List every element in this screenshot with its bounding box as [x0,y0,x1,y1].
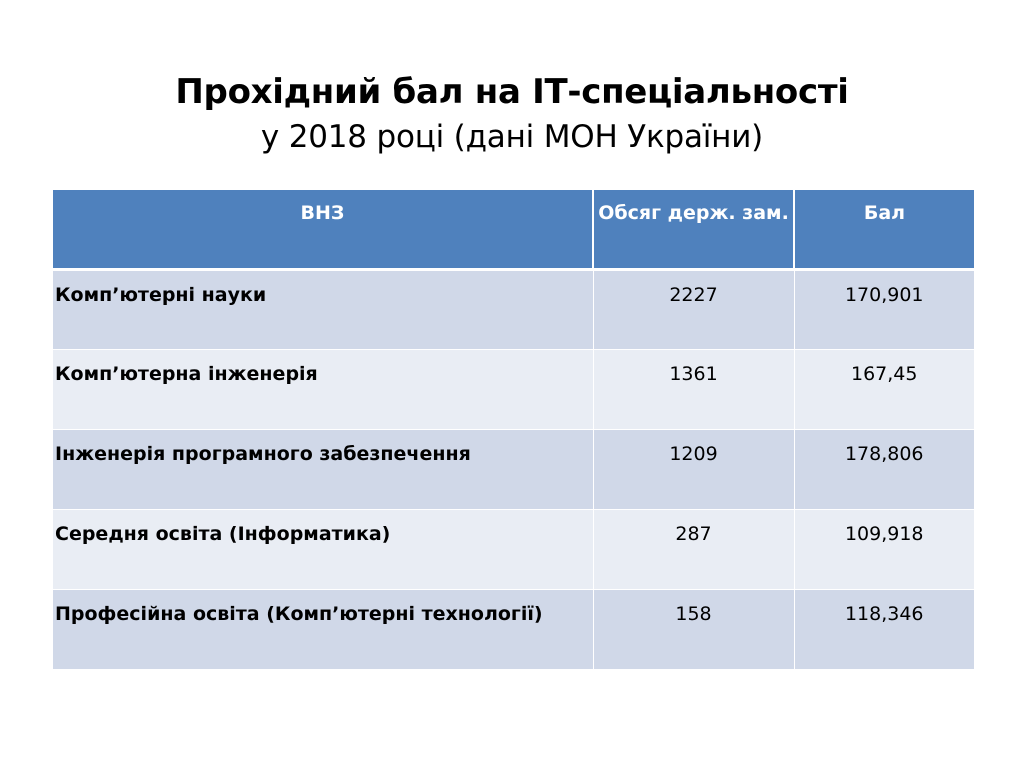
column-header-score: Бал [794,190,974,271]
state-order-volume: 287 [593,509,795,590]
table-row: Комп’ютерні науки 2227 170,901 [53,269,974,350]
state-order-volume: 2227 [593,269,795,350]
specialty-name: Професійна освіта (Комп’ютерні технологі… [53,589,594,670]
table-row: Комп’ютерна інженерія 1361 167,45 [53,349,974,430]
passing-score: 167,45 [794,349,974,430]
specialty-name: Інженерія програмного забезпечення [53,429,594,510]
page-title: Прохідний бал на ІТ-спеціальності [175,72,849,112]
slide-title: Прохідний бал на ІТ-спеціальності у 2018… [0,68,1024,158]
passing-score: 170,901 [794,269,974,350]
passing-score: 178,806 [794,429,974,510]
passing-score: 109,918 [794,509,974,590]
table-row: Професійна освіта (Комп’ютерні технологі… [53,589,974,670]
state-order-volume: 1209 [593,429,795,510]
table-header-row: ВНЗ Обсяг держ. зам. Бал [53,190,974,271]
column-header-state-order: Обсяг держ. зам. [593,190,795,271]
state-order-volume: 158 [593,589,795,670]
specialty-name: Комп’ютерна інженерія [53,349,594,430]
column-header-university: ВНЗ [53,190,594,271]
specialty-name: Середня освіта (Інформатика) [53,509,594,590]
state-order-volume: 1361 [593,349,795,430]
specialty-name: Комп’ютерні науки [53,269,594,350]
table-row: Інженерія програмного забезпечення 1209 … [53,429,974,510]
passing-score: 118,346 [794,589,974,670]
page-subtitle: у 2018 році (дані МОН України) [260,119,764,155]
table-row: Середня освіта (Інформатика) 287 109,918 [53,509,974,590]
scores-table: ВНЗ Обсяг держ. зам. Бал Комп’ютерні нау… [53,190,974,670]
